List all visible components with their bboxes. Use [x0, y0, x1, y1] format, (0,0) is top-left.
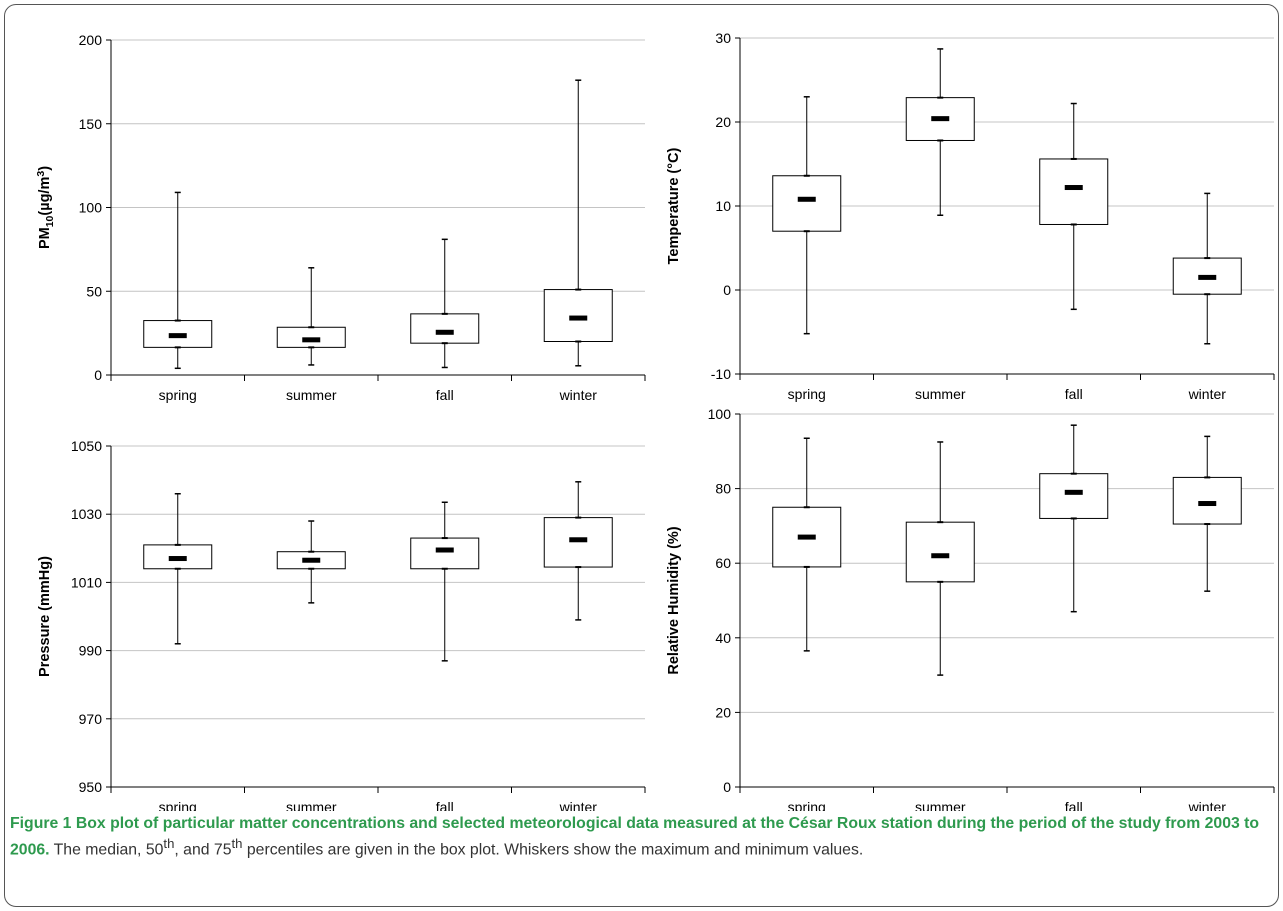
- x-tick-label: fall: [436, 387, 454, 403]
- caption-text: The median, 50: [53, 841, 164, 859]
- x-tick-label: spring: [788, 386, 826, 402]
- y-tick-label: 10: [715, 198, 731, 214]
- y-axis-title: Temperature (°C): [666, 147, 682, 264]
- y-tick-label: 60: [715, 555, 731, 571]
- median-marker: [797, 196, 816, 202]
- y-tick-label: 0: [723, 282, 731, 298]
- box-iqr: [276, 326, 346, 348]
- y-tick-label: 100: [79, 200, 103, 216]
- y-tick-label: -10: [711, 366, 731, 382]
- y-tick-label: 1010: [71, 574, 102, 590]
- median-marker: [435, 547, 454, 553]
- x-tick-label: summer: [286, 799, 337, 811]
- figure-frame: [4, 4, 1279, 907]
- y-tick-label: 0: [723, 779, 731, 795]
- caption-text: , and 75: [174, 841, 232, 859]
- box-iqr: [772, 175, 842, 232]
- y-tick-label: 20: [715, 704, 731, 720]
- x-tick-label: winter: [1188, 386, 1227, 402]
- x-tick-label: summer: [915, 799, 966, 811]
- caption-title: Box plot of particular matter concentrat…: [10, 815, 1260, 859]
- y-tick-label: 200: [79, 32, 103, 48]
- x-tick-label: winter: [559, 799, 598, 811]
- y-tick-label: 950: [79, 779, 103, 795]
- x-tick-label: spring: [159, 387, 197, 403]
- x-tick-label: fall: [1065, 386, 1083, 402]
- median-marker: [569, 315, 588, 321]
- y-tick-label: 100: [708, 406, 732, 422]
- y-tick-label: 50: [86, 283, 102, 299]
- y-tick-label: 150: [79, 116, 103, 132]
- median-marker: [302, 557, 321, 563]
- x-tick-label: summer: [286, 387, 337, 403]
- y-tick-label: 40: [715, 630, 731, 646]
- median-marker: [1198, 501, 1217, 507]
- y-tick-label: 20: [715, 114, 731, 130]
- median-marker: [168, 333, 187, 339]
- median-marker: [1064, 185, 1083, 191]
- y-tick-label: 990: [79, 643, 103, 659]
- median-marker: [931, 553, 950, 559]
- box-iqr: [543, 517, 613, 568]
- y-tick-label: 30: [715, 30, 731, 46]
- y-axis-title: Relative Humidity (%): [666, 526, 682, 674]
- box-iqr: [410, 313, 480, 344]
- median-marker: [168, 556, 187, 562]
- x-tick-label: spring: [159, 799, 197, 811]
- figure-caption: Figure 1 Box plot of particular matter c…: [10, 814, 1275, 860]
- box-iqr: [1039, 473, 1109, 519]
- box-iqr: [1172, 476, 1242, 525]
- median-marker: [435, 329, 454, 335]
- median-marker: [797, 534, 816, 540]
- x-tick-label: spring: [788, 799, 826, 811]
- box-iqr: [543, 289, 613, 343]
- median-marker: [931, 116, 950, 122]
- y-axis-title: PM10(µg/m3): [35, 166, 56, 249]
- y-tick-label: 970: [79, 711, 103, 727]
- y-tick-label: 80: [715, 481, 731, 497]
- x-tick-label: winter: [559, 387, 598, 403]
- median-marker: [302, 337, 321, 343]
- y-tick-label: 1050: [71, 438, 102, 454]
- x-tick-label: summer: [915, 386, 966, 402]
- caption-superscript: th: [163, 836, 175, 851]
- y-axis-title: Pressure (mmHg): [37, 556, 53, 677]
- caption-superscript: th: [231, 836, 243, 851]
- box-iqr: [1039, 158, 1109, 225]
- x-tick-label: fall: [436, 799, 454, 811]
- y-tick-label: 1030: [71, 506, 102, 522]
- median-marker: [1198, 274, 1217, 280]
- caption-text: percentiles are given in the box plot. W…: [242, 841, 864, 859]
- median-marker: [569, 537, 588, 543]
- box-iqr: [905, 521, 975, 583]
- median-marker: [1064, 489, 1083, 495]
- caption-label: Figure 1: [10, 815, 72, 832]
- y-tick-label: 0: [94, 367, 102, 383]
- box-iqr: [410, 537, 480, 570]
- x-tick-label: winter: [1188, 799, 1227, 811]
- x-tick-label: fall: [1065, 799, 1083, 811]
